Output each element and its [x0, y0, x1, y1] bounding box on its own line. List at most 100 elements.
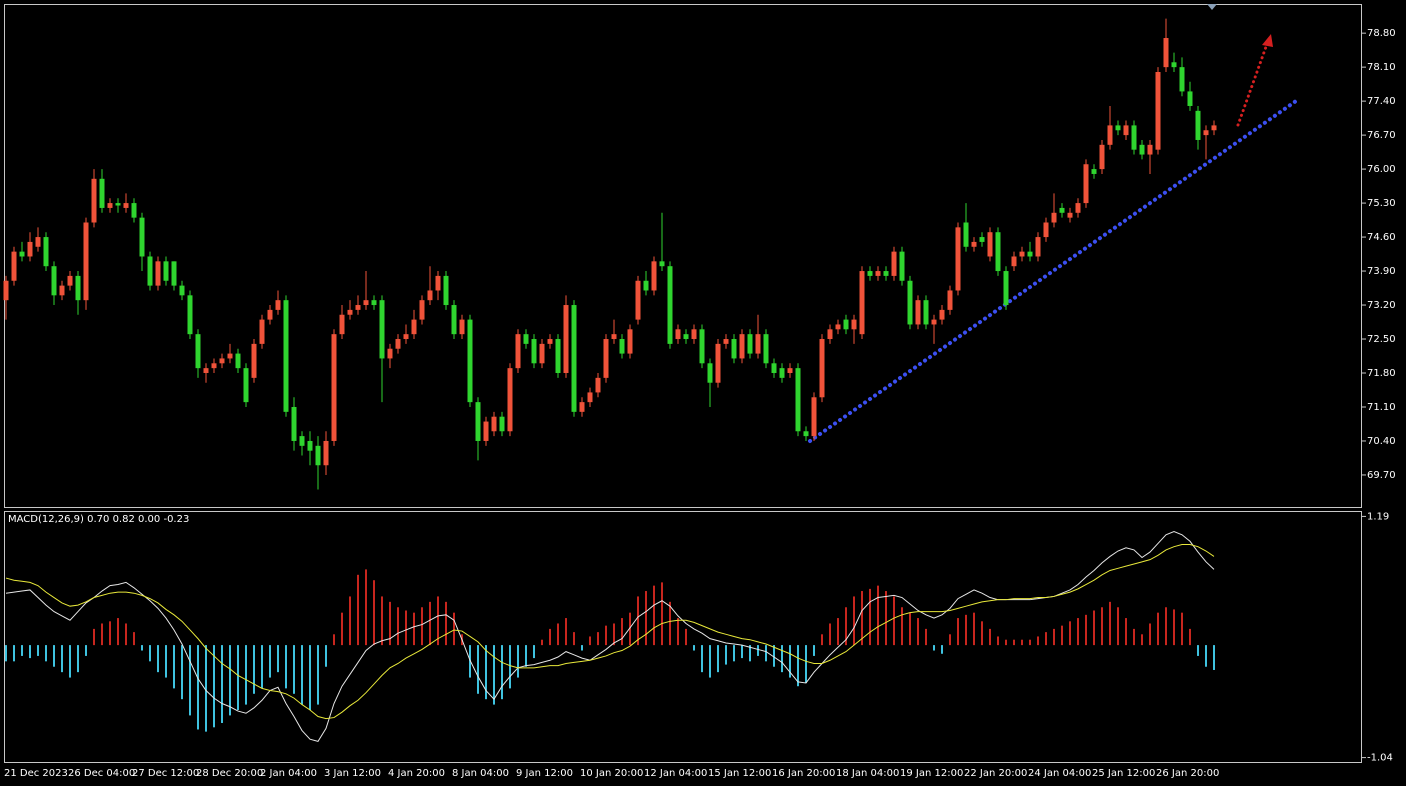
x-tick-label: 4 Jan 20:00 [388, 768, 445, 779]
histogram-bar [1077, 618, 1079, 646]
candle-body [963, 222, 969, 247]
histogram-bar [325, 645, 327, 667]
y-tick-label: 78.10 [1367, 62, 1396, 73]
histogram-bar [373, 580, 375, 646]
x-tick-label: 2 Jan 04:00 [260, 768, 317, 779]
y-tick-label: 77.40 [1367, 96, 1396, 107]
histogram-bar [549, 628, 551, 646]
histogram-bar [1205, 645, 1207, 667]
candle-body [475, 402, 481, 441]
histogram-bar [69, 645, 71, 678]
histogram-bar [101, 623, 103, 646]
histogram-bar [997, 636, 999, 646]
histogram-bar [789, 645, 791, 678]
histogram-bar [877, 585, 879, 646]
candle-body [291, 406, 297, 441]
histogram-bar [517, 645, 519, 678]
candle-body [587, 392, 593, 403]
candle-body [947, 290, 953, 310]
candle-body [107, 203, 113, 208]
candle-body [779, 368, 785, 378]
candle-body [267, 309, 273, 320]
x-tick-label: 28 Dec 20:00 [196, 768, 263, 779]
histogram-bar [109, 621, 111, 646]
candle-body [1155, 71, 1161, 150]
candle-body [275, 300, 281, 310]
candle-body [595, 377, 601, 393]
histogram-bar [389, 601, 391, 646]
histogram-bar [925, 628, 927, 646]
candle-body [379, 300, 385, 359]
candle-body [395, 339, 401, 349]
candle-body [283, 300, 289, 412]
x-tick-label: 18 Jan 04:00 [836, 768, 899, 779]
histogram-bar [781, 645, 783, 673]
histogram-bar [77, 645, 79, 673]
histogram-bar [589, 636, 591, 646]
candle-body [315, 445, 321, 466]
candle-body [179, 285, 185, 296]
candle-body [59, 285, 65, 296]
candle-body [323, 440, 329, 466]
candle-body [651, 261, 657, 291]
candle-body [555, 339, 561, 374]
candle-body [619, 339, 625, 354]
histogram-bar [253, 645, 255, 694]
candle-body [11, 251, 17, 281]
histogram-bar [757, 645, 759, 656]
candle-body [1203, 130, 1209, 136]
candle-body [659, 261, 665, 267]
candle-body [1003, 271, 1009, 306]
candle-body [867, 271, 873, 276]
candle-body [851, 319, 857, 330]
histogram-bar [557, 623, 559, 646]
candle-body [3, 280, 9, 301]
candle-body [955, 227, 961, 291]
y-tick-label: 74.60 [1367, 232, 1396, 243]
histogram-bar [981, 621, 983, 646]
candle-body [427, 290, 433, 301]
candle-body [259, 319, 265, 344]
candle-body [403, 334, 409, 340]
x-tick-label: 27 Dec 12:00 [132, 768, 199, 779]
histogram-bar [221, 645, 223, 723]
candle-body [979, 237, 985, 242]
y-tick-label: 78.80 [1367, 28, 1396, 39]
candle-body [1171, 62, 1177, 68]
candle-body [1107, 125, 1113, 145]
histogram-bar [437, 596, 439, 646]
candle-body [1075, 203, 1081, 213]
candle-body [1059, 207, 1065, 213]
candle-body [803, 431, 809, 437]
histogram-bar [21, 645, 23, 656]
histogram-bar [157, 645, 159, 673]
histogram-bar [1061, 625, 1063, 646]
trend-arrow [1236, 42, 1269, 127]
histogram-bar [53, 645, 55, 667]
candle-body [187, 295, 193, 335]
candle-body [235, 353, 241, 369]
histogram-bar [933, 645, 935, 651]
x-tick-label: 25 Jan 12:00 [1092, 768, 1155, 779]
indicator-line [5, 531, 1215, 742]
candle-body [627, 329, 633, 354]
histogram-bar [1045, 632, 1047, 646]
candle-body [859, 271, 865, 335]
histogram-bar [1069, 621, 1071, 646]
candle-body [163, 261, 169, 281]
histogram-bar [853, 596, 855, 646]
x-tick-label: 19 Jan 12:00 [900, 768, 963, 779]
candle-body [195, 334, 201, 369]
histogram-bar [573, 632, 575, 646]
histogram-bar [453, 612, 455, 646]
histogram-bar [421, 607, 423, 646]
candle-body [971, 241, 977, 247]
histogram-bar [333, 634, 335, 646]
histogram-bar [885, 591, 887, 646]
candle-body [1011, 256, 1017, 267]
histogram-bar [1053, 628, 1055, 646]
histogram-bar [861, 591, 863, 646]
candle-body [571, 305, 577, 412]
histogram-bar [301, 645, 303, 705]
histogram-bar [533, 645, 535, 659]
